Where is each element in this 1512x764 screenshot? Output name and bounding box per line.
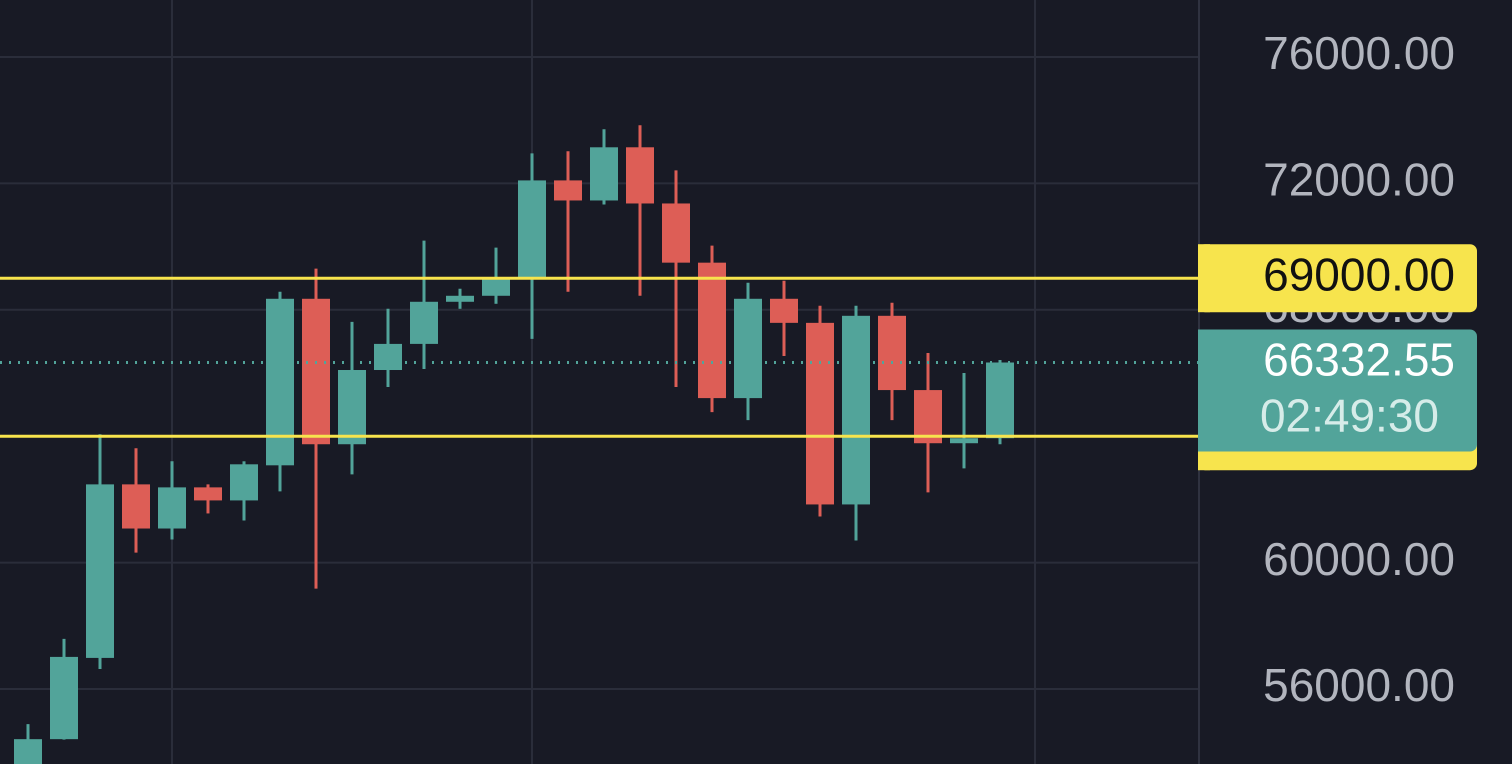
y-tick-label: 72000.00 — [1263, 154, 1455, 206]
y-tick-label: 60000.00 — [1263, 533, 1455, 585]
last-price-label: 66332.55 — [1263, 334, 1455, 386]
candle-body — [878, 315, 906, 391]
candle-body — [374, 343, 402, 371]
last-price-box-edge — [1198, 329, 1210, 452]
candle-body — [230, 464, 258, 501]
candle-body — [194, 487, 222, 501]
candle-body — [518, 180, 546, 278]
candle-body — [482, 277, 510, 296]
candle-body — [698, 262, 726, 399]
candle-body — [338, 370, 366, 445]
candle-body — [914, 390, 942, 444]
candle-body — [950, 438, 978, 444]
candle-body — [986, 362, 1014, 439]
candle-body — [302, 298, 330, 445]
countdown-label: 02:49:30 — [1260, 390, 1439, 442]
y-tick-label: 76000.00 — [1263, 27, 1455, 79]
price-line-label: 69000.00 — [1263, 248, 1455, 300]
candle-body — [410, 301, 438, 344]
candle-body — [590, 147, 618, 201]
candle-body — [734, 298, 762, 399]
candle-body — [158, 487, 186, 529]
candle-body — [14, 739, 42, 764]
candle-body — [806, 322, 834, 505]
y-tick-label: 56000.00 — [1263, 659, 1455, 711]
candle-body — [86, 484, 114, 658]
candle-body — [662, 203, 690, 263]
candle-body — [266, 298, 294, 466]
candle-body — [554, 180, 582, 201]
price-line-label-box-edge — [1198, 244, 1210, 313]
last-price-box — [1198, 329, 1477, 452]
price-line-label-box — [1198, 244, 1477, 313]
candle-body — [446, 295, 474, 302]
candle-body — [122, 484, 150, 529]
candle-body — [50, 656, 78, 740]
candle-body — [770, 298, 798, 323]
candles — [14, 125, 1014, 764]
candle-body — [842, 315, 870, 505]
candle-body — [626, 147, 654, 204]
